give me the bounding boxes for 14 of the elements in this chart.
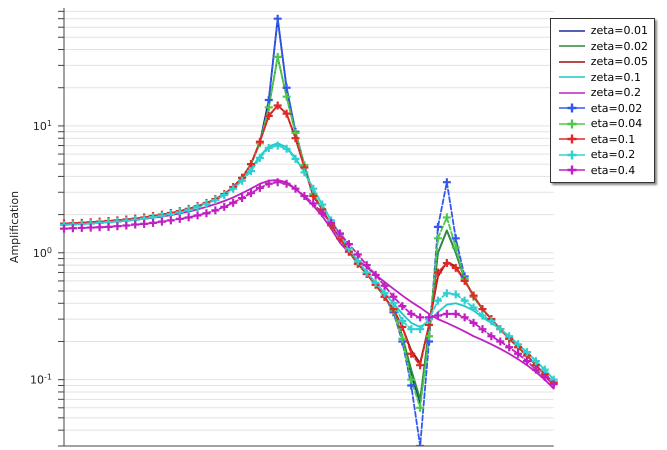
legend-label: zeta=0.01 [590,24,648,38]
y-tick-label: 10$^{1}$ [32,118,52,133]
legend-label: eta=0.1 [590,132,636,146]
legend-label: zeta=0.1 [590,70,641,84]
y-tick-label: 10$^{0}$ [32,245,52,260]
legend-label: eta=0.04 [590,117,642,130]
legend-label: eta=0.02 [590,102,642,115]
legend-label: zeta=0.05 [590,55,648,68]
y-tick-label: 10$^{-1}$ [30,372,52,387]
y-axis-title: Amplification [8,190,21,264]
legend-label: zeta=0.02 [590,40,648,53]
legend-label: eta=0.4 [590,164,636,177]
legend-label: eta=0.2 [590,148,636,162]
legend-label: zeta=0.2 [590,86,641,100]
